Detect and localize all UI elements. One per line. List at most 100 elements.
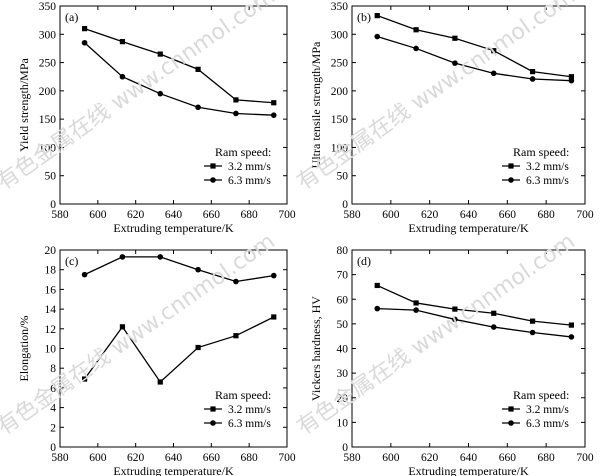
y-tick-label: 70	[337, 270, 349, 282]
y-tick-label: 100	[39, 142, 57, 154]
data-point-circle	[270, 272, 277, 279]
data-point-square	[491, 310, 497, 316]
panel-3: 580 600 620 640 660 680 700 0 10 20 30 40 50 60 70 80 Ex…	[309, 245, 594, 476]
data-point-square	[529, 69, 536, 75]
y-tick-label: 16	[45, 284, 57, 296]
data-point-circle	[233, 278, 239, 285]
y-tick-label: 12	[45, 324, 57, 336]
legend-entry: 3.2 mm/s	[526, 161, 569, 173]
x-tick-label: 600	[382, 209, 400, 221]
y-tick-label: 250	[39, 58, 57, 70]
data-point-circle	[529, 76, 536, 82]
series-line-0	[84, 28, 274, 104]
y-tick-label: 2	[50, 422, 56, 434]
data-point-square	[233, 333, 239, 339]
data-point-circle	[374, 33, 381, 40]
data-point-circle	[413, 45, 419, 52]
data-point-square	[452, 306, 458, 312]
data-point-square	[413, 300, 419, 306]
data-point-square	[233, 97, 239, 103]
data-point-circle	[270, 112, 277, 118]
y-tick-label: 350	[331, 1, 349, 13]
x-tick-label: 600	[89, 209, 107, 221]
data-point-square	[119, 39, 126, 45]
data-point-circle	[81, 39, 88, 46]
legend-entry: 6.3 mm/s	[526, 175, 569, 187]
legend-entry: 3.2 mm/s	[228, 161, 271, 173]
series-line-1	[377, 35, 572, 82]
y-axis-label: Elongation/%	[17, 316, 31, 382]
y-tick-label: 10	[45, 344, 57, 356]
y-tick-label: 150	[331, 114, 349, 126]
panel-1: 580 600 620 640 660 680 700 0 50 100 150 200 250 300 3…	[309, 1, 594, 235]
data-point-square	[81, 376, 88, 382]
y-tick-label: 150	[39, 114, 57, 126]
y-axis-label: Ultra tensile strength/MPa	[309, 41, 323, 168]
x-axis-label: Extruding temperature/K	[408, 221, 529, 235]
data-point-square	[568, 74, 575, 80]
legend-marker-square	[210, 163, 216, 169]
y-tick-label: 4	[50, 403, 56, 415]
panel-label: (d)	[357, 254, 371, 268]
x-tick-label: 700	[278, 452, 296, 464]
legend-marker-square	[508, 163, 514, 169]
x-tick-label: 580	[51, 452, 69, 464]
x-tick-label: 700	[576, 209, 594, 221]
y-tick-label: 50	[337, 319, 349, 331]
y-tick-label: 10	[337, 417, 349, 429]
x-tick-label: 580	[343, 452, 361, 464]
x-axis-label: Extruding temperature/K	[113, 464, 234, 476]
legend-marker-circle	[210, 420, 216, 426]
data-point-square	[374, 13, 380, 19]
data-point-circle	[490, 70, 497, 77]
panel-label: (a)	[65, 10, 78, 24]
panel-0: 580 600 620 640 660 680 700 0 50 100 150 200 250 300 3…	[17, 1, 296, 235]
legend-title: Ram speed:	[513, 388, 569, 402]
legend-marker-circle	[508, 177, 514, 183]
y-tick-label: 0	[342, 199, 348, 211]
legend-marker-square	[508, 406, 514, 412]
legend-title: Ram speed:	[513, 145, 569, 159]
y-tick-label: 100	[331, 142, 349, 154]
y-tick-label: 0	[342, 442, 348, 454]
x-tick-label: 640	[460, 209, 478, 221]
data-point-circle	[157, 254, 164, 260]
y-tick-label: 20	[45, 245, 57, 257]
x-tick-label: 620	[127, 209, 145, 221]
data-point-circle	[490, 324, 497, 330]
y-tick-label: 350	[39, 1, 57, 13]
x-tick-label: 680	[538, 452, 556, 464]
y-tick-label: 0	[50, 442, 56, 454]
data-point-circle	[413, 307, 419, 313]
y-tick-label: 200	[331, 86, 349, 98]
legend-entry: 3.2 mm/s	[526, 404, 569, 416]
data-point-square	[529, 318, 536, 324]
y-tick-label: 250	[331, 58, 349, 70]
legend-entry: 3.2 mm/s	[228, 404, 271, 416]
panel-label: (b)	[357, 10, 371, 24]
x-tick-label: 620	[421, 209, 439, 221]
x-tick-label: 580	[343, 209, 361, 221]
data-point-circle	[233, 110, 239, 117]
series-line-0	[84, 316, 275, 383]
panel-2: 580 600 620 640 660 680 700 0 2 4 6 8 10 12 14 16 18 20 Ex…	[17, 245, 296, 476]
data-point-circle	[119, 254, 126, 260]
data-point-square	[157, 379, 163, 385]
y-tick-label: 300	[331, 29, 349, 41]
data-point-circle	[195, 104, 201, 111]
y-tick-label: 50	[45, 171, 57, 183]
data-point-circle	[568, 334, 575, 340]
data-point-circle	[81, 271, 88, 278]
x-tick-label: 680	[241, 452, 259, 464]
x-tick-label: 680	[241, 209, 259, 221]
x-tick-label: 620	[421, 452, 439, 464]
y-tick-label: 300	[39, 29, 57, 41]
series-line-1	[377, 307, 572, 338]
data-point-square	[271, 100, 277, 106]
data-point-circle	[529, 329, 536, 336]
legend-marker-circle	[210, 177, 216, 183]
x-tick-label: 660	[203, 452, 221, 464]
x-tick-label: 660	[203, 209, 221, 221]
data-point-circle	[568, 77, 575, 84]
